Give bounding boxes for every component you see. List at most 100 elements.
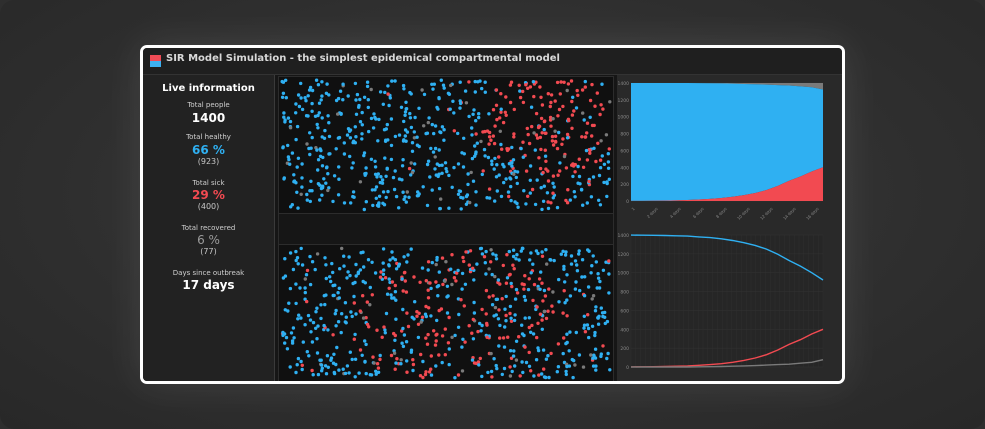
person-dot bbox=[316, 158, 321, 162]
person-dot bbox=[473, 154, 477, 158]
person-dot bbox=[460, 345, 464, 349]
person-dot bbox=[424, 279, 428, 283]
person-dot bbox=[338, 89, 343, 93]
person-dot bbox=[322, 177, 326, 181]
person-dot bbox=[599, 354, 603, 359]
person-dot bbox=[408, 111, 412, 116]
person-dot bbox=[471, 337, 476, 341]
person-dot bbox=[472, 311, 477, 315]
person-dot bbox=[314, 78, 319, 82]
person-dot bbox=[294, 301, 298, 306]
person-dot bbox=[446, 341, 451, 345]
person-dot bbox=[456, 297, 461, 301]
person-dot bbox=[319, 303, 323, 307]
person-dot bbox=[317, 101, 322, 105]
person-dot bbox=[470, 126, 474, 130]
person-dot bbox=[353, 125, 357, 129]
person-dot bbox=[463, 89, 468, 93]
person-dot bbox=[472, 108, 476, 112]
person-dot bbox=[586, 326, 591, 331]
person-dot bbox=[471, 179, 476, 183]
person-dot bbox=[572, 190, 576, 194]
person-dot bbox=[409, 125, 414, 130]
person-dot bbox=[538, 85, 542, 89]
person-dot bbox=[558, 169, 562, 173]
person-dot bbox=[401, 289, 405, 293]
person-dot bbox=[589, 353, 593, 357]
person-dot bbox=[402, 87, 406, 91]
person-dot bbox=[426, 120, 430, 125]
line-chart-ytick: 1000 bbox=[618, 271, 630, 277]
person-dot bbox=[493, 274, 497, 279]
person-dot bbox=[317, 111, 321, 115]
person-dot bbox=[368, 303, 372, 307]
person-dot bbox=[348, 128, 353, 132]
person-dot bbox=[487, 135, 492, 139]
person-dot bbox=[511, 158, 516, 162]
person-dot bbox=[433, 124, 438, 128]
person-dot bbox=[597, 286, 602, 290]
person-dot bbox=[416, 335, 421, 340]
person-dot bbox=[379, 175, 383, 179]
person-dot bbox=[466, 172, 470, 176]
person-dot bbox=[535, 305, 539, 309]
person-dot bbox=[471, 112, 475, 116]
person-dot bbox=[520, 246, 525, 250]
person-dot bbox=[305, 192, 309, 197]
person-dot bbox=[573, 195, 577, 199]
person-dot bbox=[497, 155, 501, 159]
person-dot bbox=[324, 293, 328, 297]
person-dot bbox=[555, 370, 559, 374]
person-dot bbox=[517, 335, 521, 339]
person-dot bbox=[445, 169, 449, 174]
person-dot bbox=[362, 151, 367, 155]
person-dot bbox=[450, 185, 454, 189]
person-dot bbox=[428, 281, 432, 285]
person-dot bbox=[467, 80, 471, 84]
person-dot bbox=[342, 152, 347, 156]
person-dot bbox=[334, 362, 338, 367]
person-dot bbox=[470, 156, 475, 161]
line-chart-ytick: 1200 bbox=[618, 252, 630, 258]
person-dot bbox=[286, 143, 290, 148]
person-dot bbox=[295, 363, 299, 367]
area-chart-xtick: 10 days bbox=[736, 206, 751, 221]
person-dot bbox=[382, 203, 387, 207]
person-dot bbox=[462, 304, 466, 308]
person-dot bbox=[407, 195, 411, 199]
person-dot bbox=[572, 358, 576, 363]
person-dot bbox=[282, 177, 286, 181]
person-dot bbox=[434, 364, 438, 368]
person-dot bbox=[512, 318, 517, 323]
person-dot bbox=[353, 375, 357, 379]
person-dot bbox=[557, 107, 562, 112]
population-scatter-bottom bbox=[280, 246, 612, 380]
person-dot bbox=[364, 200, 368, 204]
person-dot bbox=[377, 201, 381, 205]
person-dot bbox=[537, 277, 542, 281]
person-dot bbox=[504, 294, 508, 299]
person-dot bbox=[556, 365, 561, 369]
person-dot bbox=[569, 262, 574, 266]
person-dot bbox=[401, 307, 405, 312]
app-window: SIR Model Simulation - the simplest epid… bbox=[140, 45, 845, 384]
person-dot bbox=[549, 258, 553, 262]
person-dot bbox=[489, 138, 493, 142]
person-dot bbox=[479, 329, 483, 333]
person-dot bbox=[339, 111, 343, 116]
person-dot bbox=[573, 170, 577, 174]
person-dot bbox=[425, 131, 430, 135]
person-dot bbox=[450, 282, 454, 287]
person-dot bbox=[352, 337, 356, 341]
person-dot bbox=[383, 156, 387, 160]
person-dot bbox=[512, 135, 516, 139]
person-dot bbox=[324, 181, 328, 185]
person-dot bbox=[526, 86, 530, 90]
person-dot bbox=[429, 367, 433, 371]
person-dot bbox=[509, 356, 514, 360]
person-dot bbox=[531, 80, 536, 84]
person-dot bbox=[562, 267, 566, 271]
person-dot bbox=[603, 315, 607, 319]
person-dot bbox=[529, 271, 533, 275]
person-dot bbox=[281, 80, 286, 84]
